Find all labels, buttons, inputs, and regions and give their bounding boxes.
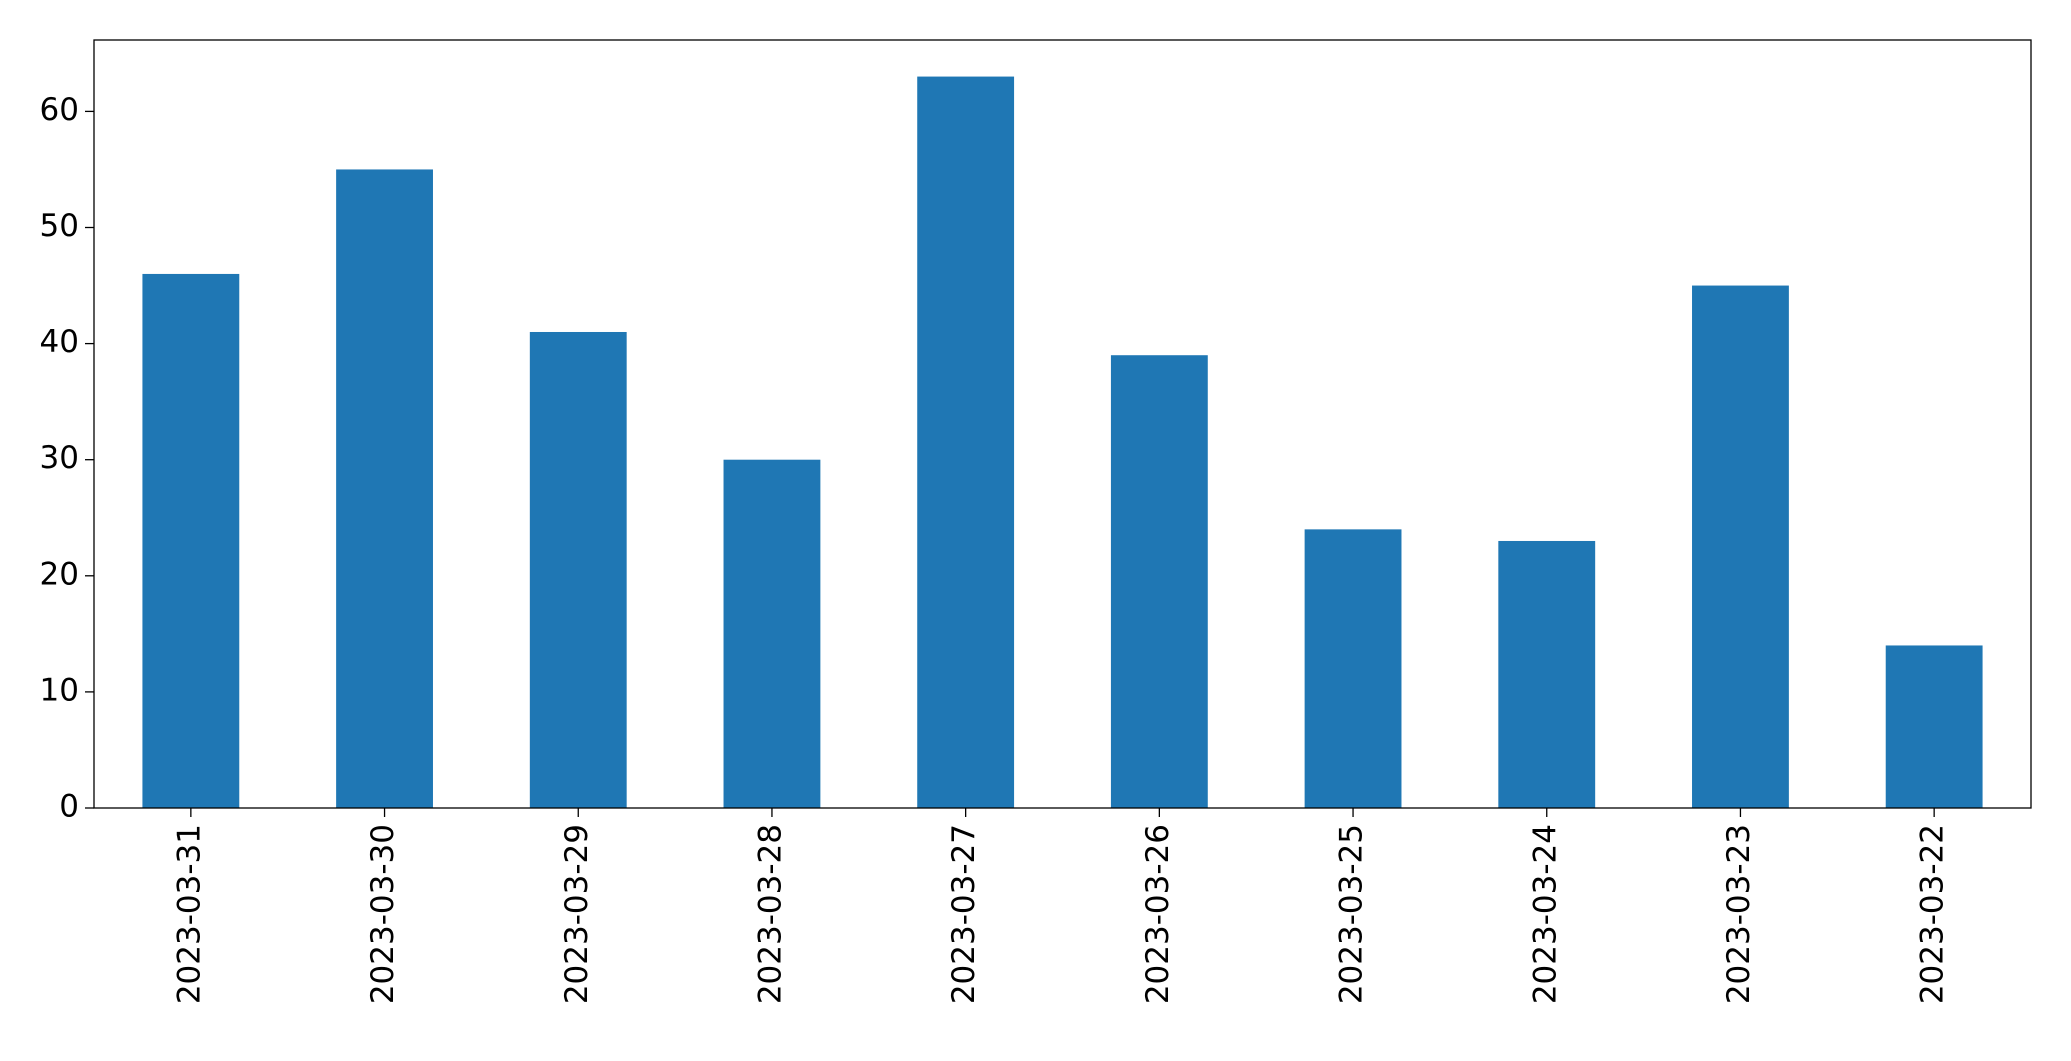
y-tick-label: 50 xyxy=(40,208,79,244)
bar xyxy=(336,169,433,809)
x-tick-label: 2023-03-25 xyxy=(1334,824,1370,1004)
x-tick-label: 2023-03-29 xyxy=(559,824,595,1004)
y-tick-label: 60 xyxy=(40,92,79,128)
bar xyxy=(529,331,627,808)
bar xyxy=(1498,540,1596,808)
bar xyxy=(1110,355,1208,808)
x-tick-label: 2023-03-22 xyxy=(1915,824,1951,1004)
bar xyxy=(723,459,821,808)
x-tick-label: 2023-03-24 xyxy=(1527,824,1563,1004)
bar xyxy=(1304,529,1402,808)
bar xyxy=(1885,645,1983,808)
x-tick-label: 2023-03-30 xyxy=(365,824,401,1004)
x-tick-label: 2023-03-28 xyxy=(752,824,788,1004)
bar xyxy=(1692,285,1789,808)
x-tick-label: 2023-03-26 xyxy=(1140,824,1176,1004)
y-tick-label: 20 xyxy=(40,556,79,592)
bar xyxy=(917,76,1015,809)
bar xyxy=(142,273,240,808)
y-tick-label: 0 xyxy=(59,789,79,825)
y-tick-label: 40 xyxy=(40,324,79,360)
y-tick-label: 10 xyxy=(40,672,79,708)
x-tick-label: 2023-03-23 xyxy=(1721,824,1757,1004)
x-tick-label: 2023-03-27 xyxy=(946,824,982,1004)
plot-frame xyxy=(93,39,2032,809)
x-tick-label: 2023-03-31 xyxy=(171,824,207,1004)
y-tick-label: 30 xyxy=(40,440,79,476)
